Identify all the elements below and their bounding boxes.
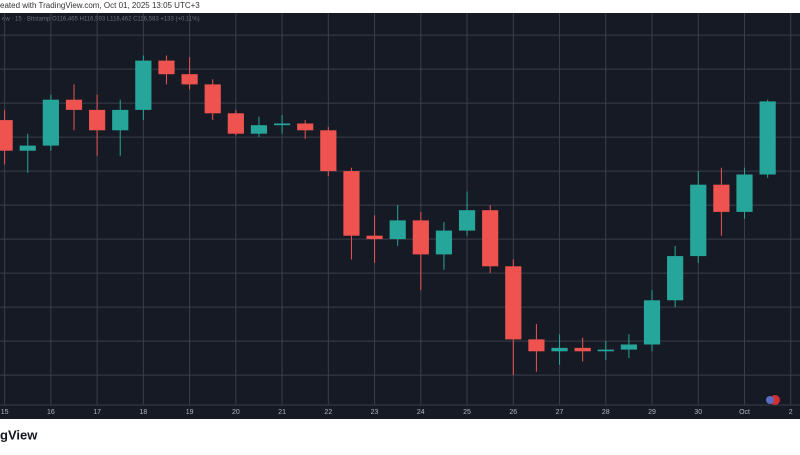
candle-body [597, 349, 614, 352]
caption: eated with TradingView.com, Oct 01, 2025… [0, 1, 200, 10]
candle-body [250, 125, 268, 134]
x-tick-label: 15 [1, 409, 9, 416]
candle-body [643, 300, 661, 345]
candle-body [135, 60, 152, 110]
x-tick-label: 29 [648, 409, 656, 416]
logo: gView [0, 427, 38, 442]
candle-body [273, 123, 291, 126]
x-tick-label: 25 [463, 409, 471, 416]
x-tick-label: 22 [324, 409, 332, 416]
x-tick-label: 27 [556, 409, 564, 416]
candle-body [736, 174, 753, 212]
candle-body [759, 101, 776, 175]
candle-body [158, 60, 175, 75]
x-tick-label: 30 [694, 409, 702, 416]
candle-body [19, 145, 36, 151]
candle-body [320, 130, 337, 172]
candle-body [0, 120, 13, 151]
candle-body [343, 171, 360, 236]
candle-body [505, 266, 522, 340]
x-tick-label: 17 [93, 409, 101, 416]
x-tick-label: 21 [278, 409, 286, 416]
candle-body [713, 184, 730, 212]
x-tick-label: 2 [789, 409, 793, 416]
candle-body [227, 113, 244, 134]
candle-body [297, 123, 314, 131]
x-tick-label: 23 [371, 409, 379, 416]
candle-body [690, 184, 707, 257]
x-tick-label: 28 [602, 409, 610, 416]
candle-body [667, 256, 684, 301]
flag-icon-2 [766, 396, 774, 404]
candle-body [389, 220, 406, 240]
candle-body [435, 230, 453, 255]
candle-body [574, 347, 591, 352]
candle-body [181, 74, 198, 85]
candles [0, 55, 776, 376]
candle-body [551, 347, 568, 352]
x-tick-label: 24 [417, 409, 425, 416]
candle-body [482, 210, 499, 267]
x-tick-label: 20 [232, 409, 240, 416]
candle-body [65, 99, 83, 110]
legend-text: ew · 15 · Bitstamp O116,465 H116,593 L11… [2, 17, 200, 23]
x-tick-label: 18 [139, 409, 147, 416]
candle-body [89, 109, 106, 131]
candle-body [412, 220, 429, 255]
x-tick-label: 26 [509, 409, 517, 416]
x-tick-label: Oct [739, 409, 750, 416]
candle-body [42, 99, 59, 146]
candle-body [112, 109, 129, 131]
x-tick-label: 19 [186, 409, 194, 416]
candle-body [204, 84, 221, 114]
candle-body [620, 344, 637, 350]
x-tick-label: 16 [47, 409, 55, 416]
candle-body [458, 210, 476, 231]
candle-body [528, 339, 545, 352]
candle-body [366, 235, 383, 240]
chart-background [0, 13, 800, 419]
